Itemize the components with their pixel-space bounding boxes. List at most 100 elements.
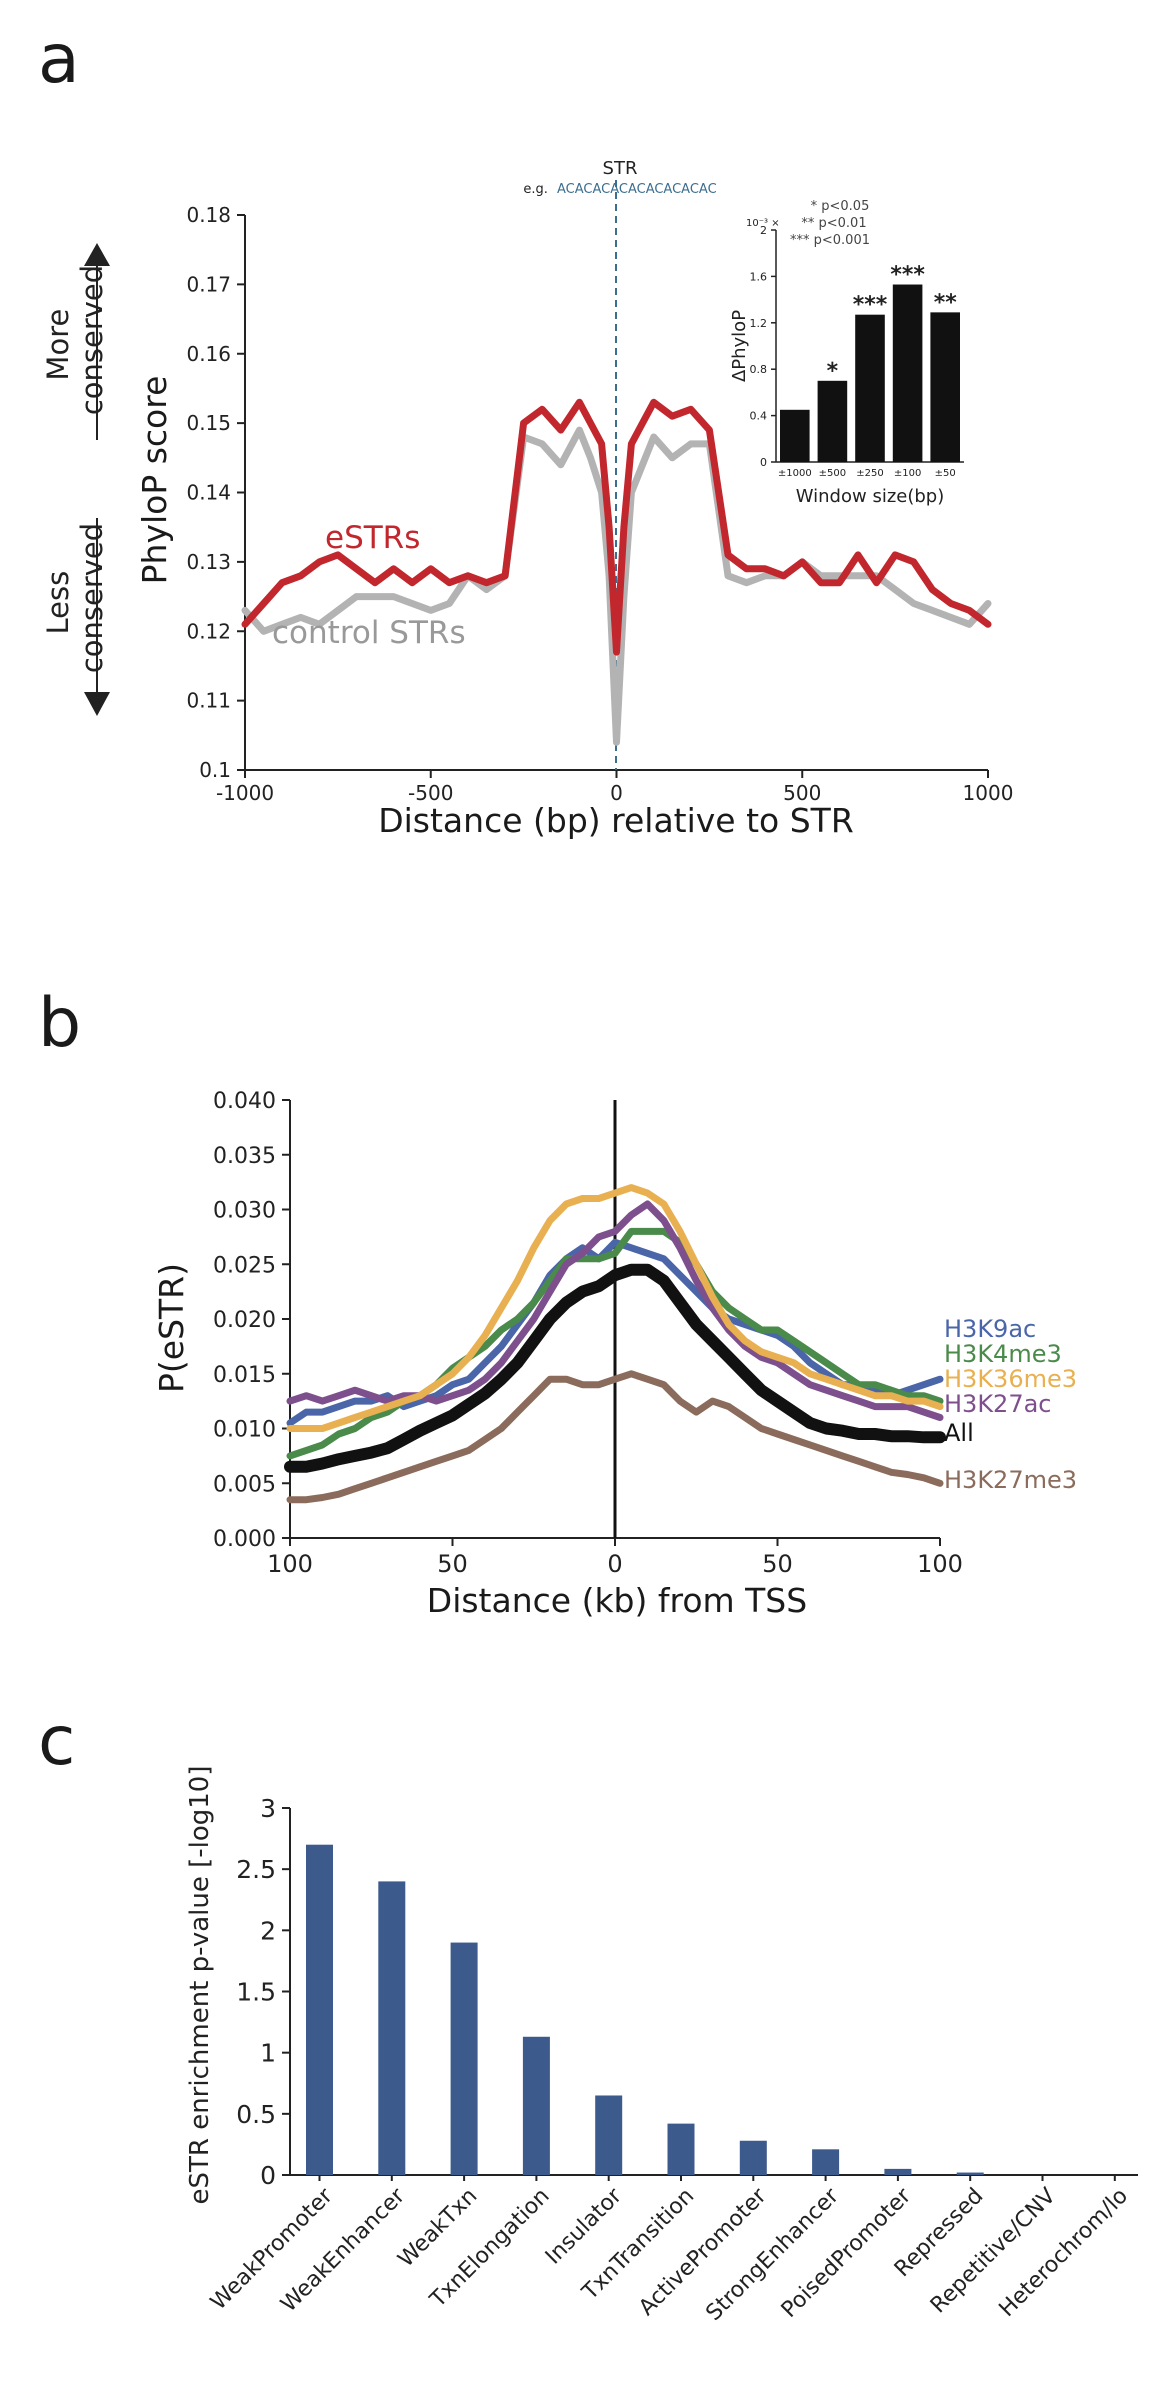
more-conserved-arrow-head bbox=[84, 243, 110, 266]
axis-c-xtick-label: PoisedPromoter bbox=[777, 2183, 917, 2323]
series-line-estrs bbox=[241, 398, 992, 656]
inset-xtick-label: ±1000 bbox=[778, 468, 812, 479]
axis-a-ytick-label: 0.18 bbox=[186, 203, 231, 227]
axis-c-xtick-label: Repetitive/CNV bbox=[926, 2184, 1061, 2319]
axis-c-ylabel: eSTR enrichment p-value [-log10] bbox=[185, 1766, 215, 2205]
axis-a-ytick-label: 0.12 bbox=[186, 619, 231, 643]
inset-bar-chart: 10⁻³ × * p<0.05 ** p<0.01 *** p<0.001 0 0… bbox=[729, 199, 964, 507]
axis-a-xlabel: Distance (bp) relative to STR bbox=[378, 801, 854, 840]
axis-a-xtick-label: 0 bbox=[610, 781, 623, 805]
axis-a-ytick-label: 0.11 bbox=[186, 689, 231, 713]
axis-a-ytick-label: 0.1 bbox=[199, 758, 231, 782]
series-line-h3k27me3 bbox=[286, 1370, 944, 1504]
bar bbox=[884, 2168, 912, 2175]
str-center-label: STR bbox=[603, 158, 638, 179]
axis-b-ytick-label: 0.000 bbox=[213, 1527, 276, 1552]
axis-b-ytick-label: 0.020 bbox=[213, 1308, 276, 1333]
bar bbox=[522, 2036, 550, 2175]
series-line-h3k27ac bbox=[286, 1200, 944, 1421]
panel-c: 00.511.522.53 WeakPromoterWeakEnhancerWe… bbox=[185, 1766, 1138, 2326]
inset-ytick-label: 1.6 bbox=[750, 270, 768, 283]
str-example-motif: ACACACACACACACACAC bbox=[557, 182, 717, 197]
axis-b-ytick-label: 0.005 bbox=[213, 1472, 276, 1497]
series-label-h3k36me3: H3K36me3 bbox=[944, 1365, 1077, 1393]
axis-c-ytick-label: 0.5 bbox=[236, 2100, 276, 2129]
series-label-h3k27ac: H3K27ac bbox=[944, 1390, 1052, 1418]
axis-b-ytick-label: 0.030 bbox=[213, 1199, 276, 1224]
inset-ytick-label: 1.2 bbox=[750, 317, 768, 330]
axis-b-xtick-label: 100 bbox=[267, 1550, 313, 1578]
axis-c-xtick-label: WeakEnhancer bbox=[276, 2183, 410, 2317]
axis-b-ytick-label: 0.015 bbox=[213, 1363, 276, 1388]
inset-ylabel: ΔPhyloP bbox=[729, 310, 750, 382]
bar bbox=[667, 2123, 695, 2175]
inset-scale-note: 10⁻³ × bbox=[746, 218, 780, 229]
panel-b: 0.000 0.005 0.010 0.015 0.020 0.025 0.030 0.035… bbox=[152, 1089, 1077, 1620]
inset-significance-star: ** bbox=[934, 290, 958, 315]
panel-b-letter: b bbox=[38, 984, 81, 1063]
axis-c-xtick-label: Heterochrom/lo bbox=[995, 2184, 1133, 2322]
axis-b-ytick-label: 0.035 bbox=[213, 1144, 276, 1169]
axis-a-ytick-label: 0.15 bbox=[186, 411, 231, 435]
inset-bar bbox=[855, 314, 885, 462]
inset-significance-star: *** bbox=[890, 263, 925, 288]
inset-ytick-label: 2 bbox=[760, 224, 767, 237]
axis-a-ylabel: PhyloP score bbox=[135, 376, 174, 585]
inset-xtick-label: ±250 bbox=[856, 468, 883, 479]
series-label-h3k4me3: H3K4me3 bbox=[944, 1340, 1062, 1368]
axis-b-xtick-label: 50 bbox=[437, 1550, 468, 1578]
inset-legend-1: * p<0.05 bbox=[811, 199, 870, 214]
axis-a-xtick-label: 500 bbox=[783, 781, 821, 805]
series-label-all: All bbox=[944, 1419, 974, 1447]
axis-b-ylabel: P(eSTR) bbox=[152, 1263, 191, 1393]
bar bbox=[812, 2149, 840, 2175]
inset-xlabel: Window size(bp) bbox=[796, 486, 945, 507]
axis-c-xtick-label: WeakPromoter bbox=[206, 2183, 338, 2315]
series-label-h3k9ac: H3K9ac bbox=[944, 1315, 1036, 1343]
inset-significance-star: *** bbox=[853, 293, 888, 318]
axis-b-xtick-label: 100 bbox=[917, 1550, 963, 1578]
panel-a: 0.1 0.11 0.12 0.13 0.14 0.15 0.16 0.17 0.18 -100… bbox=[41, 158, 1013, 840]
axis-b-ytick-label: 0.040 bbox=[213, 1089, 276, 1114]
inset-bar bbox=[780, 409, 810, 462]
inset-xtick-label: ±50 bbox=[935, 468, 956, 479]
inset-bar bbox=[930, 312, 960, 462]
less-conserved-label: Less conserved bbox=[41, 523, 109, 673]
axis-c-ytick-label: 2.5 bbox=[236, 1855, 276, 1884]
str-example-prefix: e.g. bbox=[523, 182, 548, 197]
inset-significance-star: * bbox=[827, 359, 839, 384]
axis-c-ytick-label: 0 bbox=[260, 2161, 276, 2190]
inset-bar bbox=[817, 380, 848, 462]
series-line-h3k36me3 bbox=[286, 1184, 944, 1432]
panel-c-letter: c bbox=[38, 1702, 75, 1781]
axis-a-ytick-label: 0.13 bbox=[186, 550, 231, 574]
axis-b-xtick-label: 50 bbox=[762, 1550, 793, 1578]
bar bbox=[378, 1881, 406, 2175]
series-label-h3k27me3: H3K27me3 bbox=[944, 1466, 1077, 1494]
bar bbox=[739, 2140, 767, 2175]
axis-c-ytick-label: 1.5 bbox=[236, 1978, 276, 2007]
axis-b-ytick-label: 0.025 bbox=[213, 1253, 276, 1278]
axis-a-ytick-label: 0.14 bbox=[186, 481, 231, 505]
axis-c-ytick-label: 2 bbox=[260, 1916, 276, 1945]
axis-b-xtick-label: 0 bbox=[607, 1550, 622, 1578]
axis-b-ytick-label: 0.010 bbox=[213, 1418, 276, 1443]
bar bbox=[306, 1844, 333, 2175]
less-conserved-arrow-head bbox=[84, 692, 110, 716]
bar bbox=[595, 2095, 623, 2175]
axis-a-xtick-label: -500 bbox=[408, 781, 453, 805]
inset-ytick-label: 0.4 bbox=[750, 410, 768, 423]
axis-a-ytick-label: 0.17 bbox=[186, 272, 231, 296]
axis-c-ytick-label: 1 bbox=[260, 2039, 276, 2068]
str-example: e.g. ACACACACACACACACAC bbox=[523, 182, 716, 197]
panel-a-letter: a bbox=[38, 20, 80, 99]
axis-c-ytick-label: 3 bbox=[260, 1794, 276, 1823]
series-line-control-strs bbox=[241, 426, 992, 746]
bar bbox=[450, 1942, 478, 2175]
series-label-control: control STRs bbox=[272, 615, 466, 651]
bar bbox=[956, 2172, 984, 2175]
axis-a-xtick-label: 1000 bbox=[963, 781, 1014, 805]
series-label-estrs: eSTRs bbox=[325, 520, 420, 556]
axis-c-xtick-label: StrongEnhancer bbox=[701, 2183, 844, 2326]
